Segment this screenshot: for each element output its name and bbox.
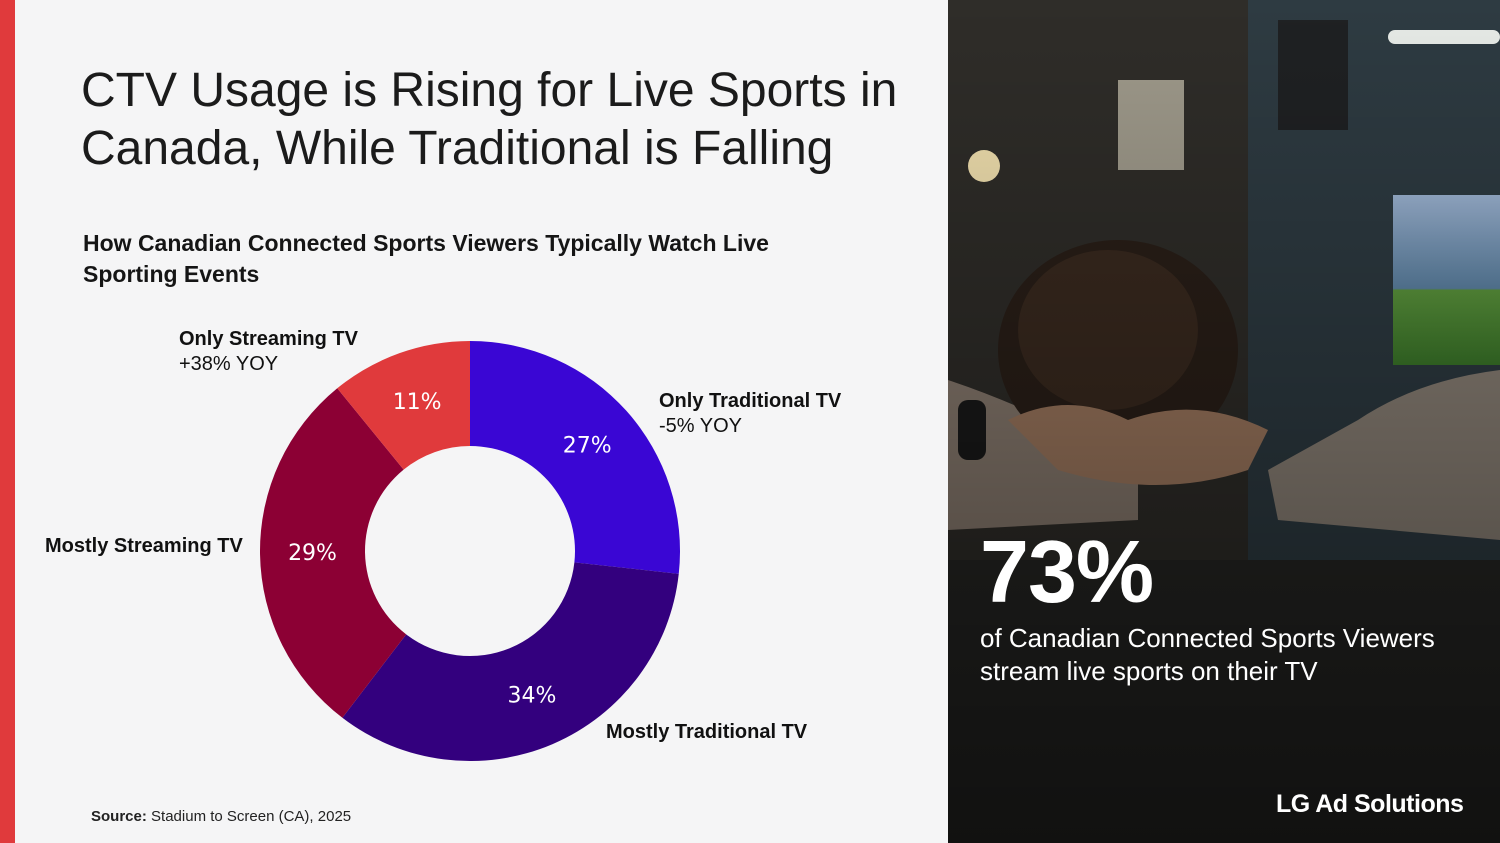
legend-only-streaming: Only Streaming TV [179, 327, 358, 352]
callout-only-streaming: Only Streaming TV +38% YOY [179, 327, 358, 377]
source-label: Source: [91, 808, 147, 825]
value-label-mostly-traditional-tv: 34% [508, 683, 557, 708]
lg-ad-solutions-logo: LG Ad Solutions [1276, 790, 1463, 819]
value-label-mostly-streaming-tv: 29% [288, 541, 337, 566]
legend-only-traditional: Only Traditional TV [659, 389, 841, 414]
legend-mostly-traditional: Mostly Traditional TV [606, 720, 807, 745]
callout-mostly-streaming: Mostly Streaming TV [45, 534, 243, 559]
value-label-only-traditional-tv: 27% [563, 433, 612, 458]
stat-caption: of Canadian Connected Sports Viewers str… [980, 622, 1480, 688]
callout-only-traditional: Only Traditional TV -5% YOY [659, 389, 841, 439]
stat-value: 73% [980, 522, 1153, 622]
source-text: Stadium to Screen (CA), 2025 [151, 808, 351, 825]
sports-fan-photo [948, 0, 1500, 843]
yoy-only-traditional: -5% YOY [659, 414, 841, 439]
source-note: Source: Stadium to Screen (CA), 2025 [91, 808, 351, 825]
value-label-only-streaming-tv: 11% [393, 390, 442, 415]
legend-mostly-streaming: Mostly Streaming TV [45, 534, 243, 559]
red-accent-bar [0, 0, 15, 843]
photo-panel [948, 0, 1500, 843]
callout-mostly-traditional: Mostly Traditional TV [606, 720, 807, 745]
yoy-only-streaming: +38% YOY [179, 352, 358, 377]
chart-panel: CTV Usage is Rising for Live Sports in C… [15, 0, 948, 843]
